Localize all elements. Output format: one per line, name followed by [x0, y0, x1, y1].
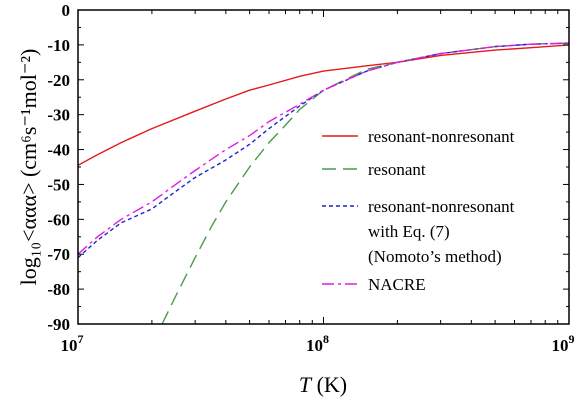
y-tick-label: -50	[47, 175, 70, 194]
legend-label-4: NACRE	[368, 275, 426, 294]
y-tick-label: -10	[47, 36, 70, 55]
series-line-3	[78, 42, 569, 259]
y-tick-label: -80	[47, 280, 70, 299]
series-line-1	[78, 44, 569, 166]
y-tick-label: -20	[47, 71, 70, 90]
x-tick-label: 108	[306, 332, 329, 355]
x-tick-label: 109	[552, 332, 575, 355]
legend-label-3: (Nomoto’s method)	[368, 247, 502, 266]
x-axis-title-unit: (K)	[311, 372, 347, 397]
legend-label-1: resonant-nonresonant	[368, 127, 515, 146]
series-line-4	[78, 42, 569, 255]
x-tick-label: 107	[61, 332, 84, 355]
y-tick-label: -40	[47, 141, 70, 160]
plot-frame	[77, 9, 570, 325]
y-tick-label: -90	[47, 315, 70, 334]
x-axis-title: T (K)	[299, 372, 347, 397]
y-tick-label: -30	[47, 106, 70, 125]
y-tick-label: -60	[47, 210, 70, 229]
y-tick-label: 0	[62, 1, 71, 20]
series-line-2	[161, 42, 569, 324]
x-axis-title-symbol: T	[299, 372, 313, 397]
legend-label-3: with Eq. (7)	[368, 222, 450, 241]
y-axis-title: log₁₀<ααα> (cm⁶s⁻¹mol⁻²)	[16, 49, 41, 286]
legend-label-2: resonant	[368, 160, 426, 179]
y-tick-label: -70	[47, 245, 70, 264]
legend-label-3: resonant-nonresonant	[368, 197, 515, 216]
